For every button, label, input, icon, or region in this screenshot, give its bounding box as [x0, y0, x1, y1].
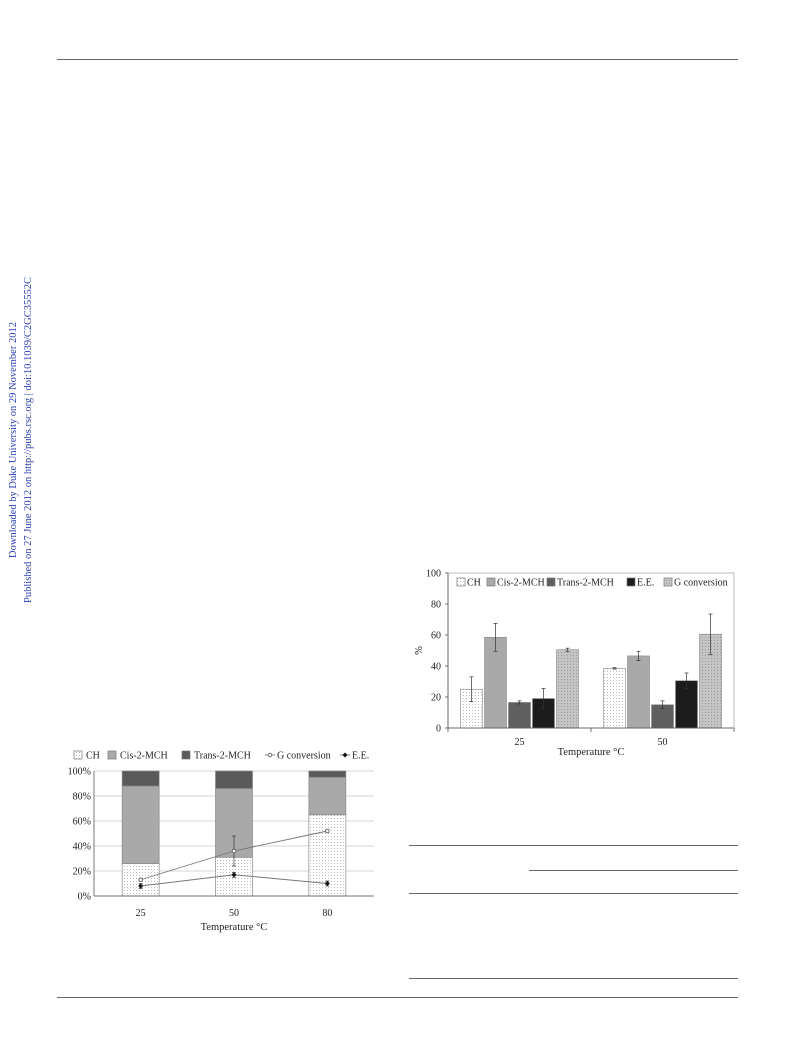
table-rule-3: [409, 893, 738, 894]
axes: 0 20 40 60 80 100 25 50 Temperature °C%: [414, 569, 735, 758]
bar: [627, 655, 650, 729]
page-bottom-rule: [57, 997, 738, 998]
legend-label: Trans-2-MCH: [557, 578, 614, 589]
x-tick-label: 80: [322, 908, 332, 919]
x-axis-title: Temperature °C: [201, 922, 268, 933]
y-tick-label: 0: [436, 724, 441, 735]
legend: CH Cis-2-MCH Trans-2-MCH E.E. G conversion: [456, 577, 728, 589]
bar: [508, 702, 531, 729]
legend-swatch: [626, 577, 636, 587]
line-group: [138, 828, 330, 889]
legend-label: E.E.: [352, 751, 369, 762]
table-rule-2: [529, 870, 738, 871]
y-tick-label: 60%: [73, 817, 91, 828]
data-point: [138, 877, 143, 882]
data-point: [324, 881, 330, 886]
y-tick-label: 80: [431, 600, 441, 611]
stacked-bar-chart: CH Cis-2-MCH Trans-2-MCH G conversion E.E. 0…: [68, 750, 374, 933]
legend: CH Cis-2-MCH Trans-2-MCH G conversion E.E.: [73, 750, 369, 762]
bar-segment: [121, 785, 160, 864]
y-tick-label: 40: [431, 662, 441, 673]
axes: 0% 20% 40% 60% 80% 100% 25 50 80 Temperature °C: [68, 767, 374, 933]
legend-label: CH: [86, 751, 100, 762]
y-tick-label: 0%: [78, 892, 91, 903]
bar-segment: [308, 776, 347, 816]
y-tick-label: 20%: [73, 867, 91, 878]
published-note: Published on 27 June 2012 on http://pubs…: [23, 277, 34, 603]
y-tick-label: 60: [431, 631, 441, 642]
legend-label: Cis-2-MCH: [120, 751, 168, 762]
legend-swatch: [73, 750, 83, 760]
legend-label: G conversion: [277, 751, 331, 762]
legend-label: G conversion: [674, 578, 728, 589]
download-note: Downloaded by Duke University on 29 Nove…: [8, 322, 19, 558]
y-tick-label: 100: [426, 569, 441, 580]
x-tick-label: 25: [515, 737, 525, 748]
data-point: [138, 883, 144, 889]
bar-segment: [121, 770, 160, 787]
legend-label: E.E.: [637, 578, 654, 589]
page-top-rule: [57, 59, 738, 60]
legend-marker: [267, 752, 273, 758]
x-tick-label: 50: [229, 908, 239, 919]
y-tick-label: 40%: [73, 842, 91, 853]
legend-swatch: [663, 577, 673, 587]
legend-swatch: [546, 577, 556, 587]
legend-swatch: [456, 577, 466, 587]
x-tick-label: 25: [136, 908, 146, 919]
download-watermark: Downloaded by Duke University on 29 Nove…: [6, 170, 40, 710]
data-point: [325, 828, 330, 834]
legend-label: Trans-2-MCH: [194, 751, 251, 762]
y-tick-label: 80%: [73, 792, 91, 803]
grouped-bar-chart: CH Cis-2-MCH Trans-2-MCH E.E. G conversion 0…: [414, 569, 735, 758]
legend-swatch: [181, 750, 191, 760]
data-point: [231, 848, 237, 854]
legend-label: CH: [467, 578, 481, 589]
x-axis-title: Temperature °C: [558, 747, 625, 758]
y-tick-label: 20: [431, 693, 441, 704]
data-point: [231, 872, 237, 878]
legend-swatch: [486, 577, 496, 587]
y-axis-title: %: [414, 646, 425, 655]
bar-segment: [308, 770, 347, 778]
x-tick-label: 50: [658, 737, 668, 748]
bar-group: [460, 613, 722, 729]
bar: [603, 668, 626, 729]
y-tick-label: 100%: [68, 767, 91, 778]
legend-swatch: [107, 750, 117, 760]
bar-segment: [215, 770, 253, 789]
table-rule-4: [409, 978, 738, 979]
legend-marker: [342, 752, 348, 758]
bar: [556, 649, 579, 729]
legend-label: Cis-2-MCH: [497, 578, 545, 589]
table-rule-1: [409, 845, 738, 846]
